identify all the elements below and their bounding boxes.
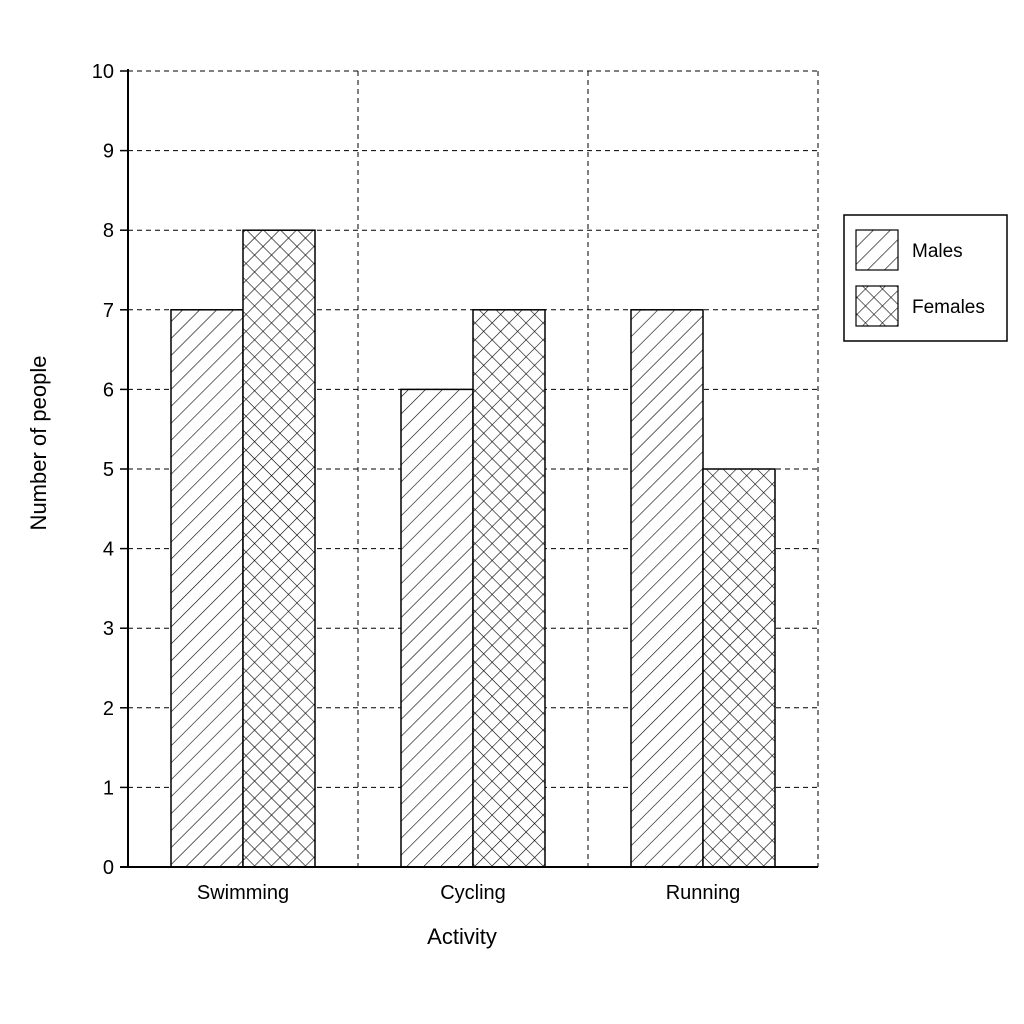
legend-swatch-males [855,229,899,271]
bar-males-swimming [170,309,244,868]
y-tick-label: 1 [103,777,114,799]
y-tick-label: 9 [103,141,114,163]
x-tick-label: Running [666,882,741,904]
y-tick-label: 7 [103,300,114,322]
legend-label-females: Females [912,297,985,318]
legend-label-males: Males [912,241,963,262]
y-axis-title: Number of people [26,356,51,531]
bar-males-cycling [400,388,474,868]
labels-layer: 0 1 2 3 4 5 6 7 8 9 10 Swimming Cycling Running [92,61,741,904]
y-tick-label: 2 [103,698,114,720]
y-tick-label: 5 [103,459,114,481]
legend-swatch-females [855,285,899,327]
axes-layer [120,69,818,868]
bar-females-running [702,468,776,868]
x-tick-label: Swimming [197,882,289,904]
bar-females-swimming [242,229,316,868]
legend: Males Females [843,214,1008,342]
y-tick-label: 8 [103,220,114,242]
x-axis-title: Activity [427,924,497,949]
bar-males-running [630,309,704,868]
y-tick-label: 0 [103,857,114,879]
bars-layer [170,229,776,868]
bar-females-cycling [472,309,546,868]
y-tick-label: 3 [103,618,114,640]
y-tick-label: 6 [103,379,114,401]
y-tick-label: 4 [103,539,114,561]
y-tick-label: 10 [92,61,114,83]
x-tick-label: Cycling [440,882,506,904]
